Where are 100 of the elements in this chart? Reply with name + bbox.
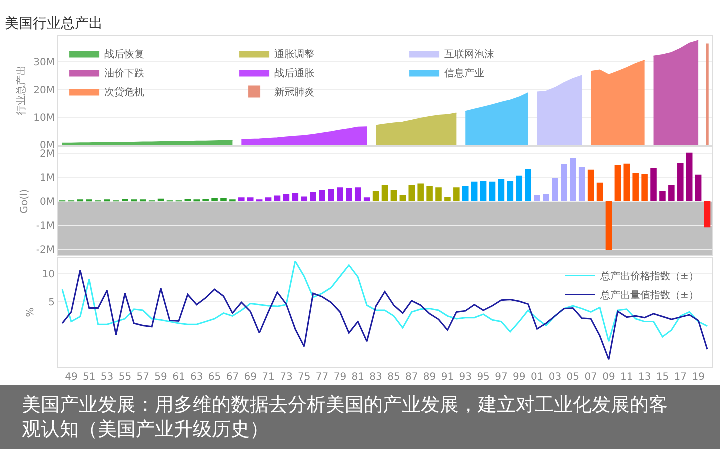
x-tick-label: 61: [172, 372, 186, 383]
bar: [471, 182, 478, 202]
x-tick-label: 53: [100, 372, 114, 383]
bar: [570, 158, 576, 202]
x-tick-label: 63: [190, 372, 204, 383]
bar: [364, 198, 370, 202]
y-tick-label: 30M: [34, 58, 55, 69]
y-axis-title: Go(l): [19, 189, 30, 214]
y-tick-label: 10M: [34, 112, 55, 124]
x-tick-label: 85: [388, 372, 400, 383]
bar: [274, 196, 281, 202]
bar: [678, 163, 684, 202]
legend-label: 新冠肺炎: [274, 86, 315, 99]
legend-label: 战后恢复: [104, 48, 145, 61]
legend-label: 总产出价格指数（±）: [599, 270, 699, 283]
bar: [614, 165, 622, 202]
bar: [650, 168, 657, 202]
bar: [704, 201, 711, 228]
bar: [462, 186, 469, 202]
bar: [328, 189, 334, 202]
bar: [454, 188, 460, 202]
x-tick-label: 77: [316, 372, 329, 383]
bar: [668, 185, 675, 202]
bar: [525, 169, 532, 202]
bar: [212, 198, 218, 202]
bar: [695, 174, 702, 202]
bar: [158, 198, 164, 202]
x-tick-label: 71: [262, 372, 275, 383]
bar: [444, 196, 451, 202]
bar: [292, 193, 299, 202]
bar: [337, 188, 344, 202]
y-tick-label: 10: [42, 269, 55, 280]
bar: [596, 182, 604, 202]
y-tick-label: 20M: [34, 85, 55, 96]
bar: [310, 192, 316, 202]
legend-label: 战后通胀: [274, 68, 315, 80]
x-tick-label: 09: [602, 372, 616, 383]
y-tick-label: 2M: [40, 149, 55, 160]
bar: [400, 195, 406, 202]
x-tick-label: 81: [352, 372, 364, 383]
bar: [498, 179, 505, 202]
x-tick-label: 17: [674, 372, 688, 383]
bar: [408, 184, 416, 202]
bar: [480, 181, 487, 202]
x-tick-label: 11: [620, 372, 634, 383]
y-axis-title: %: [25, 308, 36, 318]
x-tick-label: 49: [65, 372, 78, 383]
bar: [319, 190, 326, 202]
x-tick-label: 55: [118, 372, 132, 383]
bar: [247, 198, 254, 202]
legend-label: 总产出量值指数（±）: [599, 290, 699, 302]
x-tick-label: 13: [638, 372, 652, 383]
x-tick-label: 15: [656, 372, 670, 383]
bar: [516, 176, 523, 202]
x-tick-label: 89: [423, 372, 436, 383]
x-tick-label: 73: [280, 372, 293, 383]
y-tick-label: 5: [48, 298, 55, 309]
bar: [418, 184, 424, 202]
x-tick-label: 01: [530, 372, 544, 383]
bar: [354, 188, 362, 202]
legend-label: 信息产业: [444, 68, 485, 80]
bar: [265, 198, 272, 202]
x-tick-label: 69: [244, 372, 257, 383]
bar: [436, 188, 442, 202]
bar: [283, 194, 290, 202]
bar: [301, 196, 308, 202]
bar: [561, 164, 568, 202]
bar: [588, 170, 594, 202]
bar: [642, 174, 648, 202]
bar: [372, 190, 380, 202]
x-tick-label: 97: [495, 372, 508, 383]
legend-label: 次贷危机: [104, 86, 145, 99]
bar: [507, 181, 514, 202]
x-tick-label: 75: [298, 372, 311, 383]
x-tick-label: 65: [208, 372, 222, 383]
x-tick-label: 03: [548, 372, 562, 383]
text: 美国产业发展：用多维的数据去分析美国的产业发展，建立对工业化发展的客观认知（美国产业升级历史）: [22, 394, 668, 441]
x-tick-label: 19: [692, 372, 705, 383]
x-tick-label: 51: [82, 372, 96, 383]
x-tick-label: 79: [334, 372, 347, 383]
y-tick-label: 0M: [40, 196, 55, 208]
bar: [238, 198, 245, 202]
bar: [382, 184, 388, 202]
line-series: [62, 270, 708, 360]
x-tick-label: 59: [154, 372, 168, 383]
bar: [660, 191, 666, 202]
y-axis-title: 行业总产出: [16, 66, 28, 116]
bar: [346, 188, 352, 202]
x-tick-label: 05: [566, 372, 580, 383]
legend-label: 通胀调整: [274, 48, 315, 61]
x-tick-label: 91: [441, 372, 454, 383]
x-tick-label: 99: [513, 372, 526, 383]
line-series: [62, 260, 708, 342]
y-tick-label: 1M: [40, 173, 55, 184]
x-tick-label: 93: [459, 372, 472, 383]
x-tick-label: 67: [226, 372, 240, 383]
bar: [632, 173, 639, 202]
x-tick-label: 07: [584, 372, 598, 383]
bar: [686, 152, 693, 202]
legend-label: 油价下跌: [104, 68, 145, 80]
